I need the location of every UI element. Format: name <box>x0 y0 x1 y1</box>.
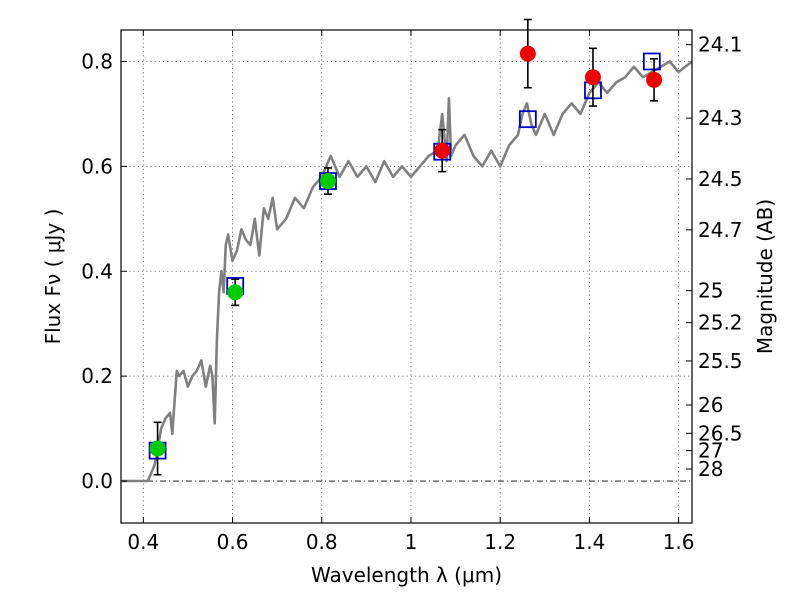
right-tick-label: 28 <box>698 457 723 481</box>
points-layer <box>148 18 663 476</box>
y-tick-label: 0.4 <box>81 259 113 283</box>
right-tick-label: 26 <box>698 393 723 417</box>
y-tick-label: 0.0 <box>81 469 113 493</box>
right-tick-label: 25.5 <box>698 349 743 373</box>
data-point <box>646 71 663 88</box>
data-point <box>584 69 601 86</box>
plot-frame <box>120 29 693 524</box>
data-point <box>149 440 166 457</box>
x-tick-label: 1.6 <box>663 530 695 554</box>
x-axis-label: Wavelength λ (μm) <box>311 563 502 587</box>
data-point <box>434 142 451 159</box>
y-axis-label: Flux Fν ( μJy ) <box>41 209 65 345</box>
x-tick-label: 0.6 <box>217 530 249 554</box>
right-tick-label: 27 <box>698 439 723 463</box>
x-tick-label: 1 <box>405 530 418 554</box>
x-tick-label: 0.8 <box>306 530 338 554</box>
data-point <box>519 45 536 62</box>
model-spectrum-layer <box>121 60 693 483</box>
model-square-point <box>518 110 537 129</box>
ticks-layer: 0.4 0.6 0.8 1 1.2 1.4 1.6 0.0 0.2 0.4 0.6 0.8 24.1 24… <box>81 30 743 554</box>
right-tick-label: 24.3 <box>698 106 743 130</box>
model-square-point <box>642 52 661 71</box>
right-tick-label: 24.5 <box>698 167 743 191</box>
data-point <box>319 173 336 190</box>
y-tick-label: 0.8 <box>81 49 113 73</box>
x-tick-label: 1.4 <box>573 530 605 554</box>
x-tick-label: 0.4 <box>127 530 159 554</box>
x-tick-label: 1.2 <box>484 530 516 554</box>
grid-layer <box>121 30 692 523</box>
right-axis-label: Magnitude (AB) <box>753 199 777 354</box>
right-tick-label: 24.7 <box>698 218 743 242</box>
y-tick-label: 0.6 <box>81 154 113 178</box>
data-point <box>227 284 244 301</box>
right-tick-label: 25.2 <box>698 311 743 335</box>
y-tick-label: 0.2 <box>81 364 113 388</box>
right-tick-label: 25 <box>698 279 723 303</box>
right-tick-label: 24.1 <box>698 33 743 57</box>
model-spectrum-line <box>121 60 693 483</box>
right-tick-label: 26.5 <box>698 421 743 445</box>
